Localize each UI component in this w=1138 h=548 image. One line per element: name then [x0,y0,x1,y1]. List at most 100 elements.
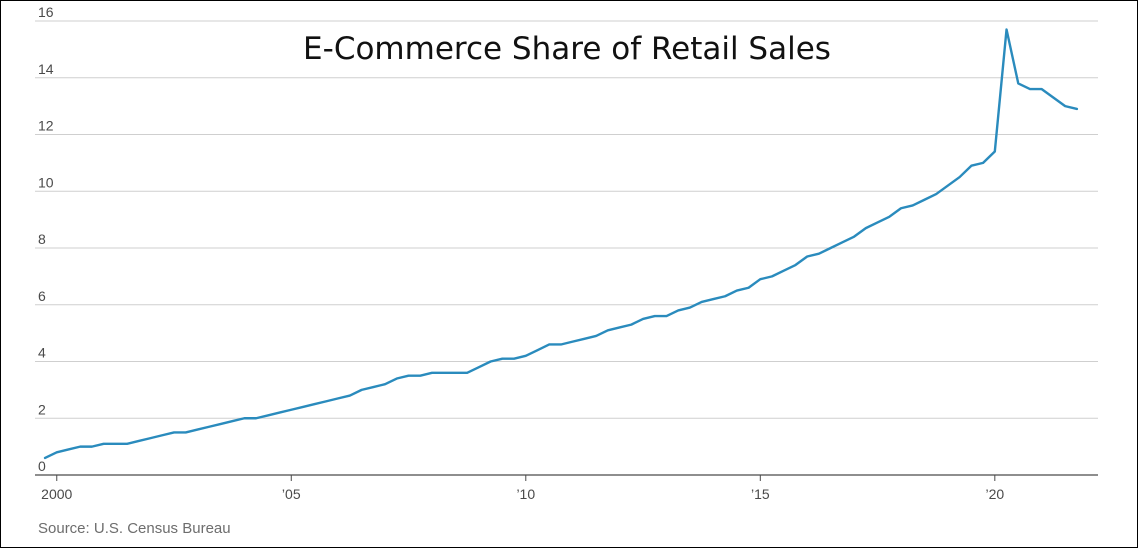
data-point [876,221,878,223]
data-point [829,247,831,249]
data-point [736,289,738,291]
data-point [794,264,796,266]
data-point [396,377,398,379]
data-point [642,318,644,320]
data-point [255,417,257,419]
data-point [712,298,714,300]
gridlines [35,20,1098,419]
y-tick-label-12: 12 [38,118,54,134]
data-point [747,287,749,289]
data-point [431,372,433,374]
data-point [185,431,187,433]
data-point [665,315,667,317]
y-tick-label-14: 14 [38,61,54,77]
data-point [677,309,679,311]
data-point [595,335,597,337]
data-point [783,270,785,272]
data-point [173,431,175,433]
data-point [982,162,984,164]
data-point [501,357,503,359]
x-tick-label-2020: ’20 [985,486,1004,502]
data-point [325,400,327,402]
data-point [970,165,972,167]
x-tick-label-2000: 2000 [41,486,72,502]
data-point [1005,28,1007,30]
y-tick-label-6: 6 [38,288,46,304]
data-point [1041,88,1043,90]
data-point [1052,96,1054,98]
y-tick-label-4: 4 [38,345,46,361]
data-point [478,366,480,368]
data-point [79,445,81,447]
data-point [443,372,445,374]
data-point [196,428,198,430]
data-point [571,340,573,342]
x-tick-label-2010: ’10 [516,486,535,502]
data-point [618,326,620,328]
data-point [360,389,362,391]
data-point [149,437,151,439]
data-point [771,275,773,277]
data-point [372,386,374,388]
data-point [583,338,585,340]
data-point [994,150,996,152]
data-point [290,409,292,411]
series-line-0 [43,28,1079,460]
data-point [548,343,550,345]
data-point [853,235,855,237]
y-tick-label-2: 2 [38,401,46,417]
data-point [630,323,632,325]
data-point [759,278,761,280]
data-point [302,406,304,408]
x-tick-label-2015: ’15 [751,486,770,502]
y-tick-label-10: 10 [38,174,54,190]
data-point [126,443,128,445]
data-point [888,216,890,218]
data-point [607,329,609,331]
data-point [384,383,386,385]
data-point [419,374,421,376]
data-point [536,349,538,351]
data-point [161,434,163,436]
data-point [67,448,69,450]
y-tick-label-8: 8 [38,231,46,247]
data-point [454,372,456,374]
data-point [489,360,491,362]
data-point [91,445,93,447]
data-point [337,397,339,399]
data-point [654,315,656,317]
data-point [349,394,351,396]
x-axis: 2000 ’05 ’10 ’15 ’20 [35,474,1098,502]
chart-title: E-Commerce Share of Retail Sales [303,31,831,67]
y-tick-label-0: 0 [38,458,46,474]
data-point [958,176,960,178]
data-point [525,355,527,357]
data-point [724,295,726,297]
data-point [841,241,843,243]
data-point [243,417,245,419]
data-point [231,420,233,422]
data-point [912,204,914,206]
data-point [466,372,468,374]
series-layer [43,28,1079,460]
data-point [1029,88,1031,90]
data-point [560,343,562,345]
data-point [407,374,409,376]
data-point [44,457,46,459]
y-tick-label-16: 16 [38,4,54,20]
data-point [689,306,691,308]
data-point [935,193,937,195]
data-point [1064,105,1066,107]
x-tick-label-2005: ’05 [282,486,301,502]
data-point [865,227,867,229]
data-point [102,443,104,445]
data-point [923,199,925,201]
data-point [220,423,222,425]
data-point [700,301,702,303]
data-point [278,411,280,413]
y-axis-tick-labels: 0 2 4 6 8 10 12 14 16 [38,4,54,474]
data-point [314,403,316,405]
data-point [1017,82,1019,84]
data-point [818,252,820,254]
